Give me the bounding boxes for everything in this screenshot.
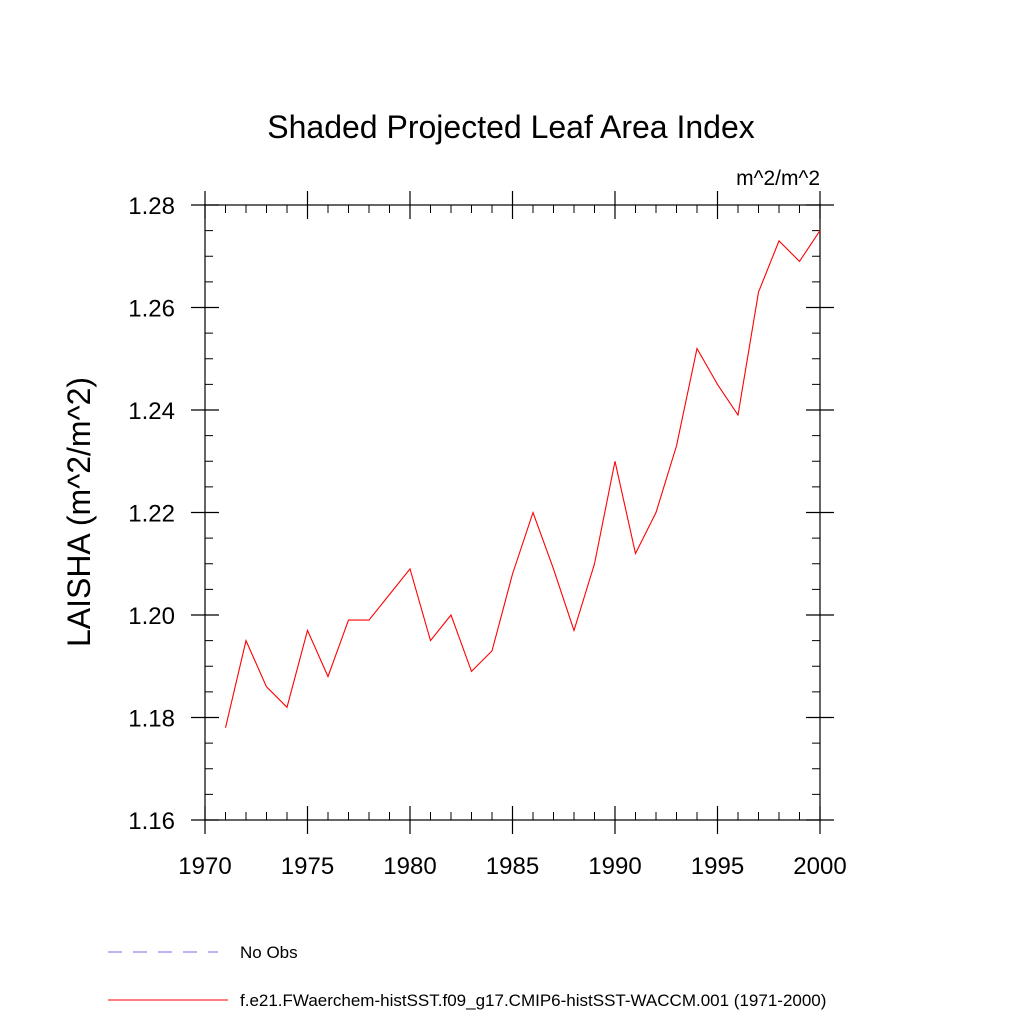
tick-labels: 1970 1975 1980 1985 1990 1995 2000 1.16 1.18 1.20… bbox=[128, 193, 846, 880]
x-tick-label: 1980 bbox=[383, 853, 436, 880]
y-tick-label: 1.24 bbox=[128, 398, 175, 425]
y-axis-label: LAISHA (m^2/m^2) bbox=[61, 377, 97, 647]
y-tick-label: 1.28 bbox=[128, 193, 175, 220]
y-tick-label: 1.22 bbox=[128, 501, 175, 528]
plot-frame bbox=[204, 204, 821, 821]
x-tick-label: 1985 bbox=[486, 853, 539, 880]
units-label: m^2/m^2 bbox=[736, 167, 820, 190]
y-tick-label: 1.20 bbox=[128, 603, 175, 630]
y-tick-label: 1.18 bbox=[128, 706, 175, 733]
legend: No Obs f.e21.FWaerchem-histSST.f09_g17.CM… bbox=[108, 943, 826, 1010]
legend-label: f.e21.FWaerchem-histSST.f09_g17.CMIP6-hi… bbox=[240, 991, 826, 1010]
ticks bbox=[191, 191, 834, 834]
series-lines bbox=[224, 230, 821, 728]
x-tick-label: 1995 bbox=[691, 853, 744, 880]
axes bbox=[204, 204, 821, 821]
x-tick-label: 1990 bbox=[588, 853, 641, 880]
x-tick-label: 1970 bbox=[178, 853, 231, 880]
x-tick-label: 2000 bbox=[793, 853, 846, 880]
y-tick-label: 1.16 bbox=[128, 808, 175, 835]
y-tick-label: 1.26 bbox=[128, 296, 175, 323]
chart-title: Shaded Projected Leaf Area Index bbox=[267, 109, 754, 145]
legend-label: No Obs bbox=[240, 943, 298, 962]
x-tick-label: 1975 bbox=[281, 853, 334, 880]
series-line bbox=[224, 230, 821, 728]
